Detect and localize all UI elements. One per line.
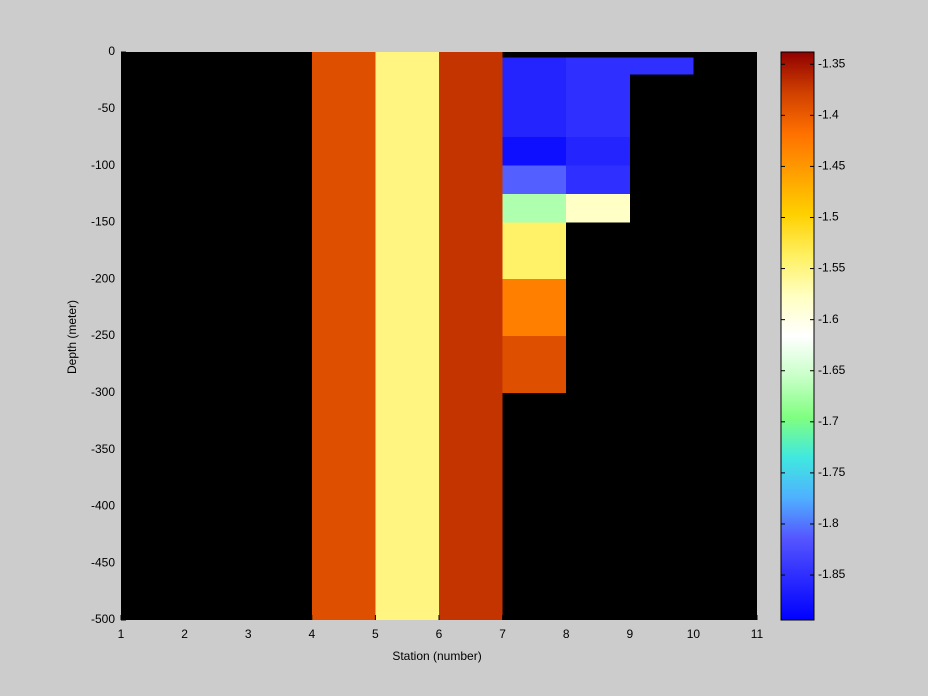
heatmap-cell (502, 137, 567, 166)
heatmap-cell (502, 194, 567, 223)
heatmap-cell (375, 336, 439, 393)
y-tick-label: -450 (91, 555, 115, 569)
x-tick-label: 1 (118, 627, 125, 641)
heatmap-cell (311, 74, 376, 138)
heatmap-cell (502, 336, 567, 393)
colorbar-tick-label: -1.8 (818, 516, 839, 530)
heatmap-cell (311, 279, 376, 336)
heatmap-cell (311, 52, 376, 58)
heatmap-cell (311, 392, 376, 620)
heatmap-cell (566, 137, 630, 166)
y-tick-label: -250 (91, 328, 115, 342)
x-tick-label: 9 (626, 627, 633, 641)
heatmap-cell (439, 74, 503, 138)
heatmap-cell (311, 137, 376, 166)
heatmap-cell (311, 194, 376, 223)
heatmap-cell (311, 222, 376, 280)
heatmap-cell (311, 57, 376, 75)
colorbar-tick-label: -1.75 (818, 465, 846, 479)
y-tick-label: -350 (91, 442, 115, 456)
heatmap-cell (439, 336, 503, 393)
colorbar-tick-label: -1.65 (818, 363, 846, 377)
colorbar-tick-label: -1.85 (818, 567, 846, 581)
heatmap-cell (439, 137, 503, 166)
heatmap-cell (375, 222, 439, 280)
y-tick-label: -500 (91, 612, 115, 626)
y-tick-label: -100 (91, 158, 115, 172)
colorbar-tick-label: -1.5 (818, 210, 839, 224)
colorbar (780, 51, 815, 621)
heatmap-cell (502, 165, 567, 194)
x-tick-label: 3 (245, 627, 252, 641)
heatmap-cell (439, 165, 503, 194)
x-tick-label: 11 (751, 627, 764, 641)
colorbar-tick-label: -1.45 (818, 159, 846, 173)
y-tick-label: -200 (91, 271, 115, 285)
heatmap-cell (439, 57, 503, 75)
y-tick-label: -400 (91, 499, 115, 513)
colorbar-tick-label: -1.35 (818, 56, 846, 70)
x-tick-label: 7 (499, 627, 506, 641)
heatmap-cell (375, 392, 439, 620)
colorbar-tick-label: -1.4 (818, 108, 839, 122)
heatmap-cell (502, 57, 567, 75)
heatmap-cell (439, 279, 503, 336)
y-tick-label: -150 (91, 215, 115, 229)
heatmap-cell (375, 57, 439, 75)
heatmap-cell (311, 165, 376, 194)
heatmap-cell (375, 74, 439, 138)
colorbar-tick-label: -1.55 (818, 261, 846, 275)
heatmap-cell (439, 222, 503, 280)
x-tick-label: 8 (563, 627, 570, 641)
heatmap-cell (375, 52, 439, 58)
x-axis-label: Station (number) (392, 649, 481, 663)
heatmap-cell (502, 74, 567, 138)
heatmap-cell (375, 194, 439, 223)
heatmap-cell (439, 52, 503, 58)
heatmap-cell (375, 279, 439, 336)
x-tick-label: 4 (308, 627, 315, 641)
colorbar-tick-label: -1.7 (818, 414, 839, 428)
x-tick-label: 2 (181, 627, 188, 641)
y-tick-label: -50 (98, 101, 116, 115)
heatmap-cell (502, 222, 567, 280)
y-tick-label: -300 (91, 385, 115, 399)
heatmap-cell (566, 165, 630, 194)
heatmap-cell (566, 57, 630, 75)
colorbar-tick-label: -1.6 (818, 312, 839, 326)
heatmap-cell (311, 336, 376, 393)
y-tick-label: 0 (108, 44, 115, 58)
heatmap-cell (566, 194, 630, 223)
heatmap-cell (375, 137, 439, 166)
x-tick-label: 6 (436, 627, 443, 641)
heatmap-cell (375, 165, 439, 194)
heatmap-cell (439, 194, 503, 223)
y-axis-label: Depth (meter) (65, 300, 79, 374)
heatmap-cell (566, 74, 630, 138)
x-tick-label: 5 (372, 627, 379, 641)
x-tick-label: 10 (687, 627, 701, 641)
heatmap-cell (502, 279, 567, 336)
heatmap-cell (629, 57, 694, 75)
heatmap-cell (439, 392, 503, 620)
